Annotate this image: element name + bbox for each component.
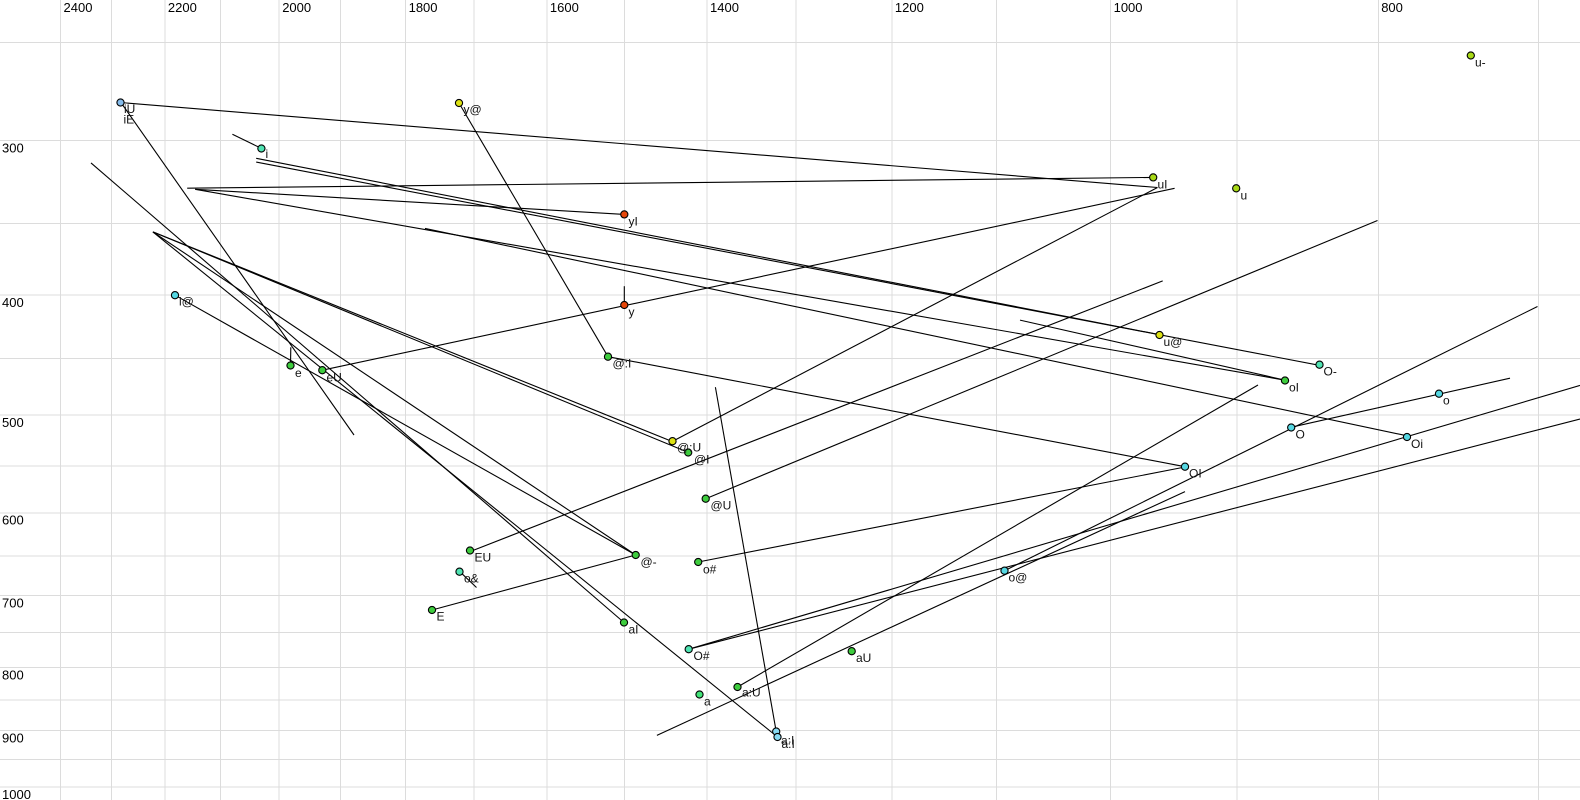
svg-text:600: 600 [2,513,24,528]
svg-text:@:U: @:U [677,441,701,455]
svg-text:2400: 2400 [64,0,93,15]
svg-text:2000: 2000 [282,0,311,15]
svg-text:uI: uI [1158,178,1168,192]
svg-text:1400: 1400 [710,0,739,15]
svg-text:u-: u- [1475,56,1486,70]
svg-text:1200: 1200 [895,0,924,15]
svg-text:aU: aU [856,651,871,665]
svg-text:e: e [295,366,302,380]
svg-text:O: O [1296,428,1305,442]
svg-text:i@: i@ [179,295,194,309]
svg-text:a: a [704,695,711,709]
svg-text:800: 800 [1381,0,1403,15]
svg-text:a:U: a:U [742,686,761,700]
svg-text:700: 700 [2,596,24,611]
svg-text:@:I: @:I [613,357,632,371]
svg-text:i: i [266,147,269,161]
svg-text:800: 800 [2,667,24,682]
svg-text:u: u [1241,189,1248,203]
svg-text:1600: 1600 [550,0,579,15]
svg-text:y@: y@ [464,103,482,117]
svg-text:yI: yI [629,215,638,229]
svg-text:aI: aI [629,623,639,637]
svg-text:o@: o@ [1009,571,1028,585]
svg-text:@I: @I [694,453,710,467]
svg-text:900: 900 [2,731,24,746]
svg-text:1000: 1000 [2,787,31,800]
svg-text:@-: @- [641,555,657,569]
svg-text:Oi: Oi [1411,437,1423,451]
svg-text:1000: 1000 [1114,0,1143,15]
svg-text:300: 300 [2,140,24,155]
svg-text:OI: OI [1189,467,1202,481]
svg-text:@U: @U [711,499,732,513]
svg-text:iU: iU [124,102,135,116]
svg-text:1800: 1800 [409,0,438,15]
svg-text:y: y [629,305,635,319]
svg-text:u@: u@ [1164,335,1183,349]
svg-text:a:I: a:I [782,737,795,751]
svg-text:EU: EU [475,551,492,565]
svg-text:o: o [1443,394,1450,408]
svg-text:E: E [437,610,445,624]
svg-text:400: 400 [2,295,24,310]
svg-text:O-: O- [1324,365,1337,379]
svg-text:a:I: a:I [781,734,794,748]
svg-text:2200: 2200 [168,0,197,15]
svg-text:500: 500 [2,415,24,430]
svg-text:iE: iE [124,113,135,127]
svg-text:oI: oI [1289,381,1299,395]
svg-text:o&: o& [464,572,479,586]
svg-text:O#: O# [694,649,710,663]
svg-text:o#: o# [703,563,717,577]
svg-text:eU: eU [327,371,342,385]
